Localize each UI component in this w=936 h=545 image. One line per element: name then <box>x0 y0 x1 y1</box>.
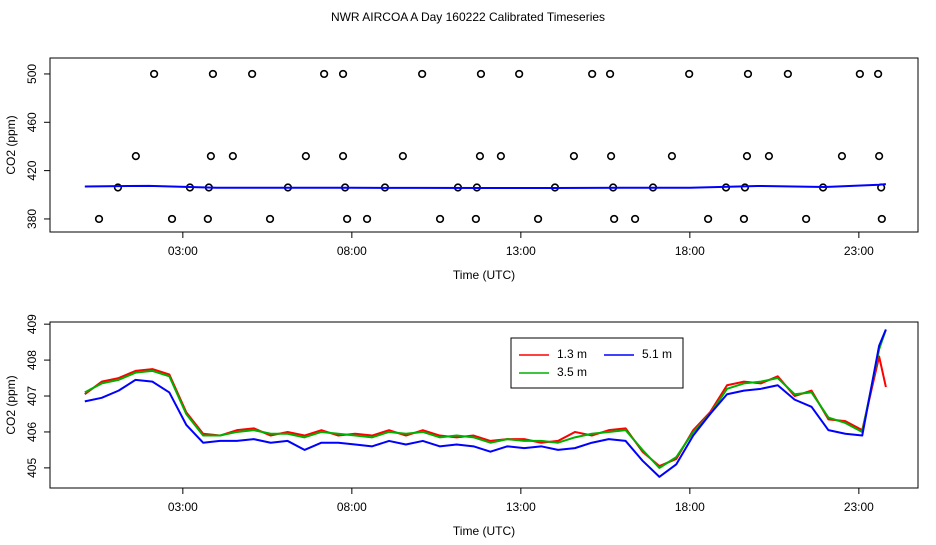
data-point <box>877 214 886 224</box>
data-point <box>320 69 329 79</box>
y-tick-label: 460 <box>25 112 39 132</box>
x-tick-label: 23:00 <box>844 244 874 258</box>
x-tick-label: 13:00 <box>506 244 536 258</box>
data-point <box>435 214 445 224</box>
data-point <box>476 69 486 79</box>
x-tick-label: 08:00 <box>337 244 367 258</box>
legend-label: 5.1 m <box>642 347 672 361</box>
data-point <box>610 214 619 224</box>
data-point <box>343 214 352 224</box>
y-tick-label: 408 <box>25 350 39 370</box>
y-tick-label: 406 <box>25 422 39 442</box>
chart-title: NWR AIRCOA A Day 160222 Calibrated Times… <box>331 10 605 24</box>
plot-frame <box>49 57 919 233</box>
data-point <box>471 214 480 224</box>
y-tick-label: 409 <box>25 314 39 334</box>
data-point <box>588 69 597 79</box>
x-tick-label: 18:00 <box>675 500 705 514</box>
data-point <box>667 152 677 161</box>
legend-box <box>510 337 684 389</box>
y-tick-label: 420 <box>25 160 39 180</box>
y-tick-label: 405 <box>25 458 39 478</box>
data-point <box>203 214 212 224</box>
data-point <box>739 214 749 224</box>
data-point <box>605 69 615 79</box>
data-point <box>837 152 847 161</box>
data-point <box>206 152 215 161</box>
data-point <box>630 214 640 224</box>
legend-label: 3.5 m <box>557 365 587 379</box>
x-tick-label: 03:00 <box>168 244 198 258</box>
data-point <box>703 214 713 224</box>
data-point <box>228 152 237 161</box>
data-point <box>875 152 884 161</box>
data-point <box>783 69 792 79</box>
x-tick-label: 03:00 <box>168 500 198 514</box>
data-point <box>742 152 752 161</box>
data-point <box>743 69 753 79</box>
data-point <box>131 152 140 161</box>
data-point <box>338 69 348 79</box>
x-tick-label: 18:00 <box>675 244 705 258</box>
data-point <box>338 152 348 161</box>
data-point <box>265 214 275 224</box>
x-tick-label: 13:00 <box>506 500 536 514</box>
x-tick-label: 23:00 <box>844 500 874 514</box>
x-axis-label: Time (UTC) <box>453 268 515 282</box>
data-point <box>606 152 616 161</box>
y-tick-label: 407 <box>25 386 39 406</box>
data-point <box>248 69 257 79</box>
y-tick-label: 380 <box>25 209 39 229</box>
data-point <box>150 69 159 79</box>
legend-label: 1.3 m <box>557 347 587 361</box>
data-point <box>855 69 864 79</box>
data-point <box>113 183 123 192</box>
plot-frame <box>49 321 919 489</box>
y-tick-label: 500 <box>25 64 39 84</box>
data-point <box>515 69 524 79</box>
data-point <box>740 183 750 192</box>
data-point <box>418 69 427 79</box>
data-point <box>685 69 694 79</box>
data-point <box>94 214 104 224</box>
data-point <box>167 214 177 224</box>
data-point <box>802 214 811 224</box>
data-point <box>533 214 543 224</box>
data-line <box>84 183 886 190</box>
data-point <box>301 152 310 161</box>
x-tick-label: 08:00 <box>337 500 367 514</box>
data-point <box>496 152 506 161</box>
data-point <box>874 69 883 79</box>
data-point <box>362 214 372 224</box>
y-axis-label: CO2 (ppm) <box>4 115 18 174</box>
data-point <box>475 152 485 161</box>
data-point <box>208 69 218 79</box>
y-axis-label: CO2 (ppm) <box>4 375 18 434</box>
data-point <box>398 152 407 161</box>
x-axis-label: Time (UTC) <box>453 524 515 538</box>
data-point <box>764 152 774 161</box>
data-line <box>84 329 887 478</box>
data-point <box>569 152 579 161</box>
data-line <box>84 329 887 469</box>
